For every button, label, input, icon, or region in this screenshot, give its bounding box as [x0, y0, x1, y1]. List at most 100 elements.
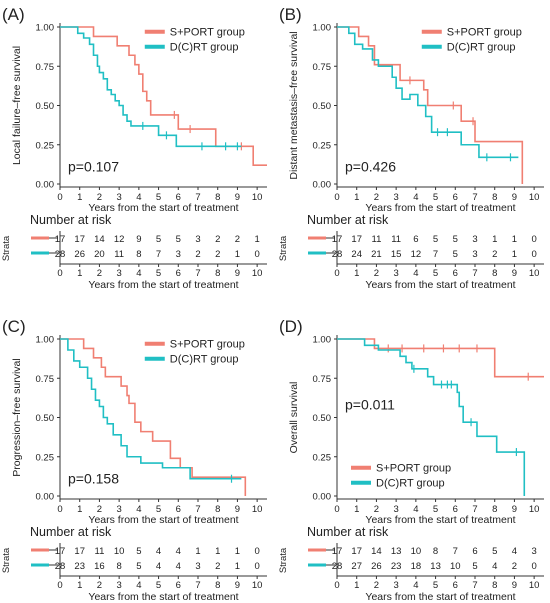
risk-x-tick-label: 0 [57, 580, 62, 591]
risk-count: 11 [371, 234, 381, 245]
km-curve [337, 338, 526, 496]
risk-count: 13 [391, 546, 402, 557]
strata-label: Strata [278, 547, 289, 573]
risk-count: 26 [371, 561, 382, 572]
risk-x-tick-label: 9 [512, 268, 517, 279]
x-tick-label: 6 [176, 192, 181, 203]
risk-x-tick-label: 8 [215, 580, 220, 591]
x-tick-label: 0 [334, 192, 339, 203]
legend-label: S+PORT group [447, 27, 522, 39]
legend-label: D(C)RT group [447, 42, 516, 54]
risk-count: 6 [472, 546, 477, 557]
risk-count: 18 [411, 561, 422, 572]
risk-count: 2 [195, 249, 200, 260]
risk-count: 5 [136, 546, 141, 557]
x-tick-label: 0 [57, 504, 62, 515]
strata-label: Strata [1, 547, 12, 573]
risk-count: 4 [156, 546, 161, 557]
risk-table-title: Number at risk [30, 213, 112, 227]
p-value: p=0.426 [345, 158, 396, 174]
risk-x-tick-label: 7 [195, 268, 200, 279]
y-tick-label: 0.75 [313, 62, 332, 73]
risk-count: 14 [94, 234, 105, 245]
risk-x-tick-label: 7 [195, 580, 200, 591]
risk-count: 12 [411, 249, 422, 260]
y-tick-label: 0.00 [36, 492, 55, 503]
risk-x-tick-label: 6 [176, 268, 181, 279]
risk-count: 1 [235, 546, 240, 557]
risk-count: 16 [94, 561, 105, 572]
risk-x-tick-label: 4 [136, 580, 141, 591]
km-curve [337, 26, 524, 184]
risk-x-tick-label: 1 [354, 268, 359, 279]
risk-count: 5 [433, 234, 438, 245]
strata-label: Strata [1, 235, 12, 261]
panel-label: (C) [2, 317, 26, 336]
risk-count: 7 [433, 249, 438, 260]
x-tick-label: 4 [136, 504, 141, 515]
risk-x-tick-label: 3 [116, 580, 121, 591]
risk-x-tick-label: 6 [176, 580, 181, 591]
y-axis-label: Progression–free survival [11, 358, 23, 476]
x-axis-label: Years from the start of treatment [365, 514, 515, 526]
risk-table-title: Number at risk [307, 213, 389, 227]
risk-count: 2 [235, 234, 240, 245]
y-tick-label: 0.00 [313, 492, 332, 503]
y-tick-label: 1.00 [36, 23, 55, 34]
risk-count: 9 [136, 234, 141, 245]
risk-count: 0 [531, 234, 536, 245]
risk-count: 5 [453, 249, 458, 260]
risk-count: 17 [351, 234, 362, 245]
risk-x-tick-label: 8 [492, 268, 497, 279]
y-tick-label: 0.25 [36, 140, 55, 151]
risk-count: 1 [512, 234, 517, 245]
legend-label: S+PORT group [170, 339, 245, 351]
risk-x-axis-label: Years from the start of treatment [88, 279, 238, 291]
y-tick-label: 0.00 [313, 180, 332, 191]
risk-count: 17 [74, 234, 85, 245]
risk-count: 5 [492, 546, 497, 557]
risk-table-title: Number at risk [30, 525, 112, 539]
y-tick-label: 0.75 [313, 374, 332, 385]
risk-count: 2 [492, 249, 497, 260]
risk-count: 2 [215, 249, 220, 260]
risk-count: 15 [391, 249, 402, 260]
y-tick-label: 0.50 [36, 101, 55, 112]
risk-count: 5 [176, 234, 181, 245]
x-tick-label: 5 [156, 192, 161, 203]
risk-count: 3 [472, 234, 477, 245]
risk-count: 10 [450, 561, 461, 572]
risk-x-tick-label: 2 [374, 268, 379, 279]
risk-x-tick-label: 2 [97, 580, 102, 591]
risk-count: 10 [114, 546, 125, 557]
risk-count: 11 [114, 249, 124, 260]
x-tick-label: 1 [77, 504, 82, 515]
risk-count: 5 [453, 234, 458, 245]
y-tick-label: 0.50 [313, 413, 332, 424]
risk-x-tick-label: 6 [453, 580, 458, 591]
km-curve [60, 338, 242, 480]
y-tick-label: 0.50 [36, 413, 55, 424]
panel-label: (D) [279, 317, 303, 336]
x-tick-label: 10 [252, 192, 263, 203]
p-value: p=0.011 [345, 397, 395, 413]
risk-count: 1 [512, 249, 517, 260]
risk-count: 1 [492, 234, 497, 245]
risk-count: 3 [531, 546, 536, 557]
risk-x-tick-label: 0 [57, 268, 62, 279]
km-panel: (A) Local failure–free survival 0.00 0.25 0.… [1, 5, 267, 291]
risk-count: 5 [156, 234, 161, 245]
y-tick-label: 1.00 [36, 335, 55, 346]
risk-x-tick-label: 5 [156, 268, 161, 279]
risk-count: 0 [254, 561, 259, 572]
risk-count: 13 [430, 561, 441, 572]
risk-count: 4 [512, 546, 517, 557]
km-curve [60, 26, 267, 166]
y-axis-label: Local failure–free survival [11, 46, 23, 165]
x-tick-label: 3 [393, 192, 398, 203]
x-tick-label: 5 [433, 504, 438, 515]
risk-x-tick-label: 2 [97, 268, 102, 279]
risk-x-tick-label: 1 [77, 580, 82, 591]
risk-x-tick-label: 5 [433, 580, 438, 591]
risk-x-tick-label: 3 [393, 268, 398, 279]
